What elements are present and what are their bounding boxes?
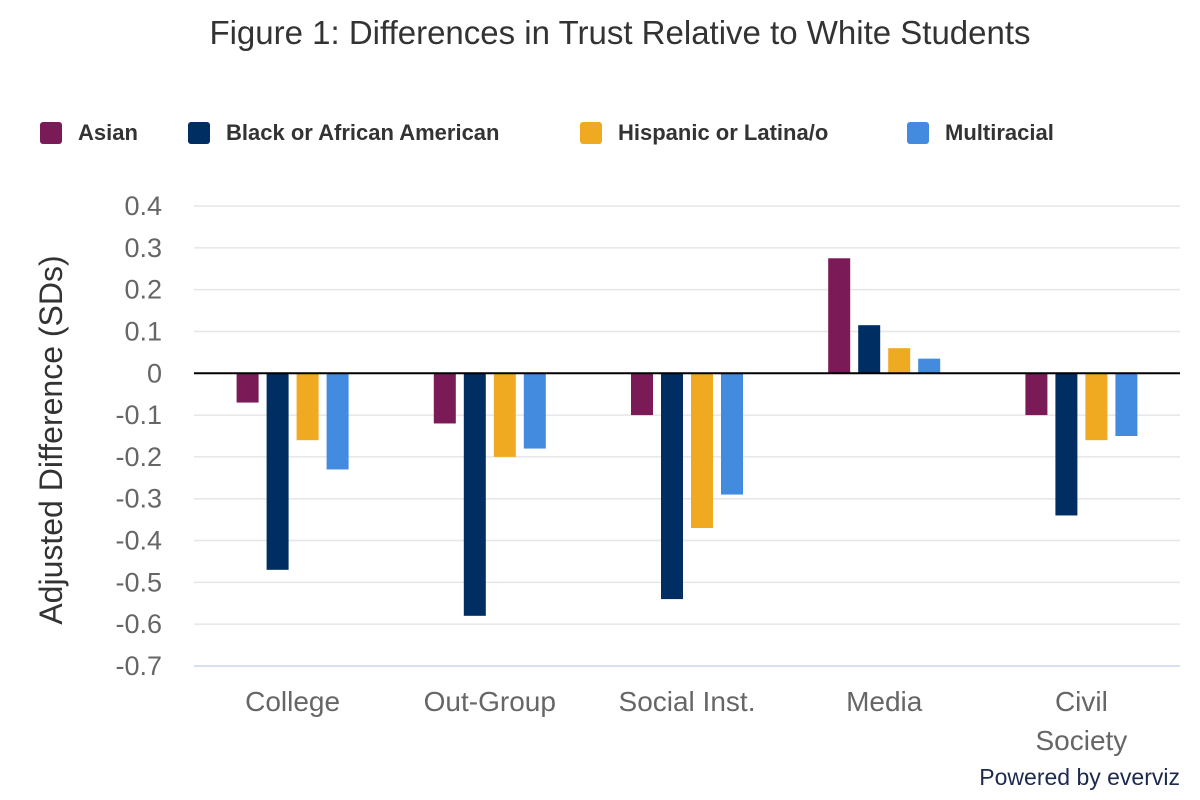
legend-item-asian[interactable]: Asian: [40, 119, 138, 147]
y-tick-label: -0.4: [115, 526, 162, 556]
y-tick-label: -0.3: [115, 484, 162, 514]
x-category-label: College: [245, 686, 340, 717]
y-tick-label: -0.5: [115, 567, 162, 597]
legend-label-multiracial: Multiracial: [945, 120, 1054, 145]
x-axis-categories: College Out-Group Social Inst. Media Civil So…: [245, 686, 1127, 756]
legend-swatch-asian: [40, 122, 62, 144]
legend-swatch-black: [188, 122, 210, 144]
bar-hispanic-or-latina-o-0[interactable]: [296, 373, 319, 441]
x-category-label: Out-Group: [424, 686, 556, 717]
y-axis-title: Adjusted Difference (SDs): [33, 255, 69, 624]
bar-multiracial-0[interactable]: [326, 373, 349, 470]
bar-black-or-african-american-4[interactable]: [1055, 373, 1078, 516]
legend-swatch-hispanic: [580, 122, 602, 144]
bar-multiracial-4[interactable]: [1115, 373, 1138, 436]
y-tick-label: -0.2: [115, 442, 162, 472]
y-tick-label: -0.1: [115, 400, 162, 430]
bar-multiracial-1[interactable]: [523, 373, 546, 449]
x-category-label: Society: [1035, 725, 1127, 756]
chart-title: Figure 1: Differences in Trust Relative …: [209, 14, 1031, 51]
bar-hispanic-or-latina-o-4[interactable]: [1085, 373, 1108, 441]
bar-asian-2[interactable]: [631, 373, 653, 416]
bar-black-or-african-american-0[interactable]: [266, 373, 289, 570]
bar-asian-3[interactable]: [828, 258, 851, 374]
bar-asian-4[interactable]: [1025, 373, 1048, 416]
credits-link[interactable]: Powered by everviz: [979, 764, 1180, 790]
bar-black-or-african-american-3[interactable]: [858, 325, 881, 374]
x-category-label: Media: [846, 686, 923, 717]
legend-item-black[interactable]: Black or African American: [188, 119, 499, 147]
y-tick-label: 0.3: [124, 233, 162, 263]
y-tick-label: 0.2: [124, 275, 162, 305]
x-category-label: Social Inst.: [619, 686, 756, 717]
legend-label-hispanic: Hispanic or Latina/o: [618, 120, 829, 145]
bar-multiracial-2[interactable]: [721, 373, 743, 495]
x-category-label: Civil: [1055, 686, 1108, 717]
bar-hispanic-or-latina-o-1[interactable]: [493, 373, 516, 457]
legend-item-multiracial[interactable]: Multiracial: [907, 119, 1054, 147]
y-tick-label: -0.7: [115, 651, 162, 681]
y-axis-ticks: 0.4 0.3 0.2 0.1 0 -0.1 -0.2 -0.3 -0.4 -0.5 -0.6 -0.…: [115, 191, 162, 681]
y-tick-label: -0.6: [115, 609, 162, 639]
bar-asian-1[interactable]: [433, 373, 456, 424]
bar-hispanic-or-latina-o-2[interactable]: [691, 373, 713, 528]
bar-multiracial-3[interactable]: [918, 358, 941, 374]
bar-black-or-african-american-1[interactable]: [463, 373, 486, 616]
y-tick-label: 0.1: [124, 316, 162, 346]
legend-label-black: Black or African American: [226, 120, 500, 145]
legend-swatch-multiracial: [907, 122, 929, 144]
legend-item-hispanic[interactable]: Hispanic or Latina/o: [580, 119, 828, 147]
bar-hispanic-or-latina-o-3[interactable]: [888, 348, 911, 374]
bar-black-or-african-american-2[interactable]: [661, 373, 683, 600]
y-tick-label: 0: [147, 358, 162, 388]
bar-asian-0[interactable]: [236, 373, 259, 403]
legend-label-asian: Asian: [78, 120, 138, 145]
bars: [236, 258, 1138, 616]
y-tick-label: 0.4: [124, 191, 162, 221]
